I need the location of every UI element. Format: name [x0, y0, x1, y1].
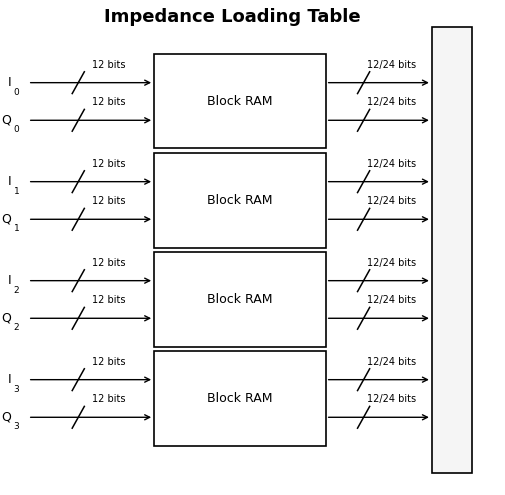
Text: 0: 0 — [14, 125, 19, 134]
Text: 12/24 bits: 12/24 bits — [367, 197, 416, 206]
Text: I: I — [8, 373, 11, 386]
Text: Block RAM: Block RAM — [207, 194, 273, 207]
Bar — [154, 153, 326, 248]
Text: Q: Q — [1, 411, 11, 424]
Text: 12 bits: 12 bits — [92, 357, 125, 367]
Text: 12 bits: 12 bits — [92, 395, 125, 404]
Text: 3: 3 — [14, 422, 19, 431]
Text: 0: 0 — [14, 88, 19, 97]
Text: Q: Q — [1, 312, 11, 325]
Text: 12/24 bits: 12/24 bits — [367, 258, 416, 268]
Text: 12/24 bits: 12/24 bits — [367, 98, 416, 107]
Text: 12 bits: 12 bits — [92, 98, 125, 107]
Text: 2: 2 — [14, 323, 19, 332]
Text: 2: 2 — [14, 286, 19, 295]
Text: 12/24 bits: 12/24 bits — [367, 357, 416, 367]
Text: ILB: ILB — [438, 243, 466, 257]
Text: Q: Q — [1, 213, 11, 226]
Text: 12/24 bits: 12/24 bits — [367, 60, 416, 70]
Text: I: I — [8, 175, 11, 188]
Text: I: I — [8, 76, 11, 89]
Text: Block RAM: Block RAM — [207, 293, 273, 306]
Text: 12/24 bits: 12/24 bits — [367, 395, 416, 404]
Text: Q: Q — [1, 114, 11, 127]
Text: 3: 3 — [14, 385, 19, 394]
Text: 12 bits: 12 bits — [92, 296, 125, 305]
Text: 12/24 bits: 12/24 bits — [367, 159, 416, 169]
Text: I: I — [8, 274, 11, 287]
Text: 1: 1 — [14, 224, 19, 233]
Bar — [432, 27, 472, 473]
Text: 12 bits: 12 bits — [92, 60, 125, 70]
Text: 1: 1 — [14, 187, 19, 196]
Text: 12 bits: 12 bits — [92, 258, 125, 268]
Text: 12 bits: 12 bits — [92, 197, 125, 206]
Text: Block RAM: Block RAM — [207, 392, 273, 405]
Text: Impedance Loading Table: Impedance Loading Table — [104, 8, 361, 26]
Text: 12/24 bits: 12/24 bits — [367, 296, 416, 305]
Text: Block RAM: Block RAM — [207, 95, 273, 108]
Bar — [154, 252, 326, 346]
Bar — [154, 54, 326, 148]
Bar — [154, 351, 326, 446]
Text: 12 bits: 12 bits — [92, 159, 125, 169]
